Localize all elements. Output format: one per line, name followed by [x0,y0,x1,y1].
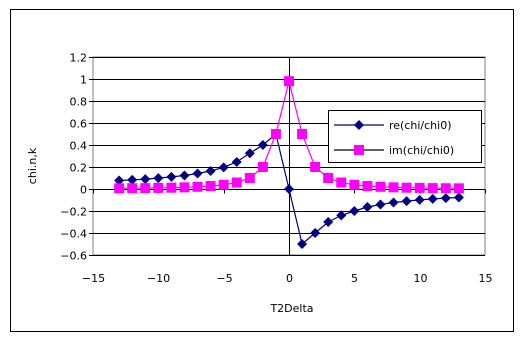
legend-entry-1: im(chi/chi0) [334,144,454,157]
data-point [218,179,229,190]
data-point [362,181,373,192]
data-point [166,171,177,182]
data-point [375,181,386,192]
x-tick-label: −10 [147,272,170,285]
y-tick-label: 0.2 [70,162,88,175]
data-point [231,177,242,188]
legend-label: re(chi/chi0) [389,119,452,132]
data-point [453,183,464,194]
series-layer [114,76,464,249]
series-markers-square [114,76,464,194]
y-tick-label: −0.4 [60,228,87,241]
data-point [284,184,294,194]
data-point [244,148,255,159]
data-point [336,177,347,188]
axes: −0.6 −0.4 −0.2 0 0.2 0.4 0.6 0.8 1 1.2 −15 −10 −5 0 5 1… [60,52,492,286]
data-point [297,239,308,249]
data-point [192,181,203,192]
data-point [205,181,216,192]
legend-marker [354,120,364,130]
x-tick-label: 5 [351,272,358,285]
data-point [388,182,399,193]
x-tick-label: 15 [479,272,493,285]
x-tick-label: −15 [82,272,105,285]
data-point [362,202,373,213]
data-point [231,156,242,167]
data-point [388,197,399,208]
data-point [310,228,321,238]
data-point [153,182,164,193]
x-axis-title: T2Delta [269,302,313,315]
data-point [349,206,360,216]
y-tick-label: 0.8 [70,96,88,109]
data-point [414,194,425,205]
legend-label: im(chi/chi0) [389,144,454,157]
legend: re(chi/chi0) im(chi/chi0) [328,110,482,163]
data-point [375,199,386,210]
data-point [140,183,151,194]
data-point [310,162,321,172]
data-point [453,192,464,203]
data-point [127,174,138,185]
data-point [323,173,334,183]
data-point [205,165,216,176]
x-tick-label: 10 [414,272,428,285]
y-axis-title: chi.n,k [26,147,39,184]
data-point [270,129,281,139]
y-tick-label: −0.2 [60,206,87,219]
data-point [140,174,151,185]
data-point [127,183,138,194]
y-tick-label: 1.2 [70,52,88,65]
data-point [179,182,190,193]
x-tick-label: 0 [286,272,293,285]
y-tick-label: 1 [80,74,87,87]
data-point [414,182,425,193]
data-point [440,183,451,194]
data-point [192,168,203,179]
data-point [179,170,190,181]
data-point [284,76,294,87]
data-point [166,182,177,193]
data-point [336,210,347,221]
legend-entry-0: re(chi/chi0) [334,119,452,132]
x-tick-label: −5 [216,272,232,285]
y-tick-label: 0.6 [70,118,88,131]
data-point [218,162,229,173]
data-point [401,196,412,207]
y-tick-label: −0.6 [60,250,87,263]
data-point [427,193,438,204]
data-point [349,179,360,190]
data-point [244,173,255,183]
data-point [401,182,412,193]
data-point [427,183,438,194]
data-point [297,129,308,139]
data-point [153,173,164,184]
data-point [440,193,451,204]
y-tick-label: 0 [80,184,87,197]
data-point [257,162,268,172]
data-point [257,140,268,150]
y-tick-label: 0.4 [70,140,88,153]
legend-marker [354,145,364,155]
data-point [114,175,125,186]
data-point [114,183,125,194]
data-point [323,217,334,227]
